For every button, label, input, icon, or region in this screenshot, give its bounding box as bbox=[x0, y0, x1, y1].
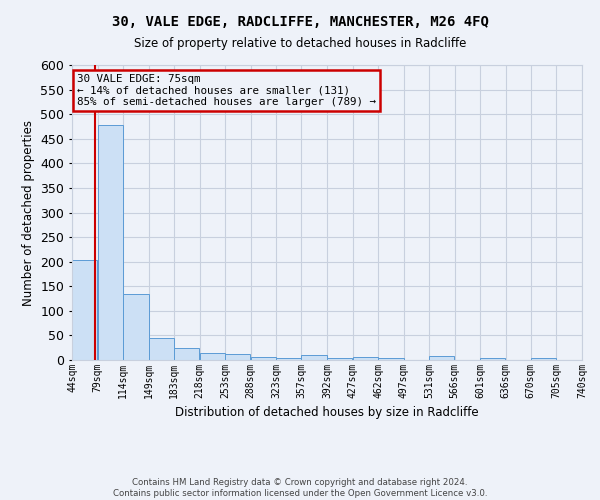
Bar bbox=[480, 358, 505, 360]
Bar bbox=[277, 358, 302, 360]
X-axis label: Distribution of detached houses by size in Radcliffe: Distribution of detached houses by size … bbox=[175, 406, 479, 420]
Bar bbox=[353, 357, 378, 360]
Bar bbox=[199, 352, 225, 360]
Y-axis label: Number of detached properties: Number of detached properties bbox=[22, 120, 35, 306]
Bar bbox=[301, 354, 326, 360]
Text: Contains HM Land Registry data © Crown copyright and database right 2024.
Contai: Contains HM Land Registry data © Crown c… bbox=[113, 478, 487, 498]
Bar bbox=[429, 356, 454, 360]
Text: 30 VALE EDGE: 75sqm
← 14% of detached houses are smaller (131)
85% of semi-detac: 30 VALE EDGE: 75sqm ← 14% of detached ho… bbox=[77, 74, 376, 107]
Bar bbox=[123, 294, 149, 360]
Bar bbox=[225, 354, 250, 360]
Text: 30, VALE EDGE, RADCLIFFE, MANCHESTER, M26 4FQ: 30, VALE EDGE, RADCLIFFE, MANCHESTER, M2… bbox=[112, 15, 488, 29]
Text: Size of property relative to detached houses in Radcliffe: Size of property relative to detached ho… bbox=[134, 38, 466, 51]
Bar bbox=[149, 338, 174, 360]
Bar bbox=[72, 260, 97, 360]
Bar bbox=[531, 358, 556, 360]
Bar bbox=[327, 358, 352, 360]
Bar bbox=[98, 126, 123, 360]
Bar bbox=[174, 348, 199, 360]
Bar bbox=[378, 358, 404, 360]
Bar bbox=[251, 356, 276, 360]
